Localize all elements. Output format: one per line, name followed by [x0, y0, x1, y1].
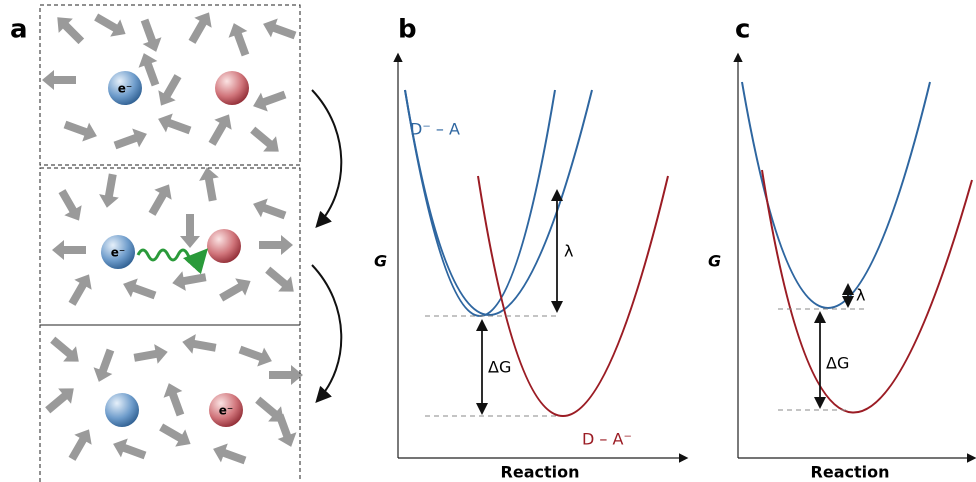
product-curve — [477, 175, 669, 417]
donor — [101, 235, 135, 269]
solvent-dipole — [199, 167, 219, 202]
solvent-dipole — [172, 271, 207, 291]
solvent-dipole — [188, 12, 212, 44]
panel-label: b — [398, 15, 417, 45]
product-curve — [761, 169, 973, 414]
solvent-dipole — [133, 344, 168, 364]
solvent-dipole — [269, 365, 303, 385]
boxes — [39, 4, 301, 482]
solvent-dipole — [158, 113, 192, 135]
solvent-arrows — [42, 12, 303, 465]
solvent-dipole — [253, 90, 287, 112]
axes — [733, 52, 976, 463]
solvent-dipole — [219, 278, 251, 302]
solvent-dipole — [263, 18, 297, 40]
curve-label: D⁻ – A — [410, 120, 460, 139]
step-arrow — [311, 89, 343, 228]
solvent-dipole — [113, 128, 147, 150]
solvent-dipole — [275, 413, 297, 447]
solvent-dipole — [94, 13, 126, 37]
measure-arrows — [814, 283, 854, 409]
transfer-arrow — [136, 248, 209, 275]
lambda-label: λ — [564, 242, 573, 261]
acceptor — [207, 229, 241, 263]
solvent-dipole — [213, 443, 247, 465]
solvent-dipole — [182, 334, 217, 354]
solvent-dipole — [253, 198, 287, 220]
solvent-dipole — [208, 114, 232, 146]
acceptor — [209, 393, 243, 427]
solvent-dipole — [50, 336, 79, 362]
solvent-dipole — [158, 74, 182, 106]
curve-label: D – A⁻ — [582, 430, 632, 449]
electron: e⁻ — [111, 246, 125, 260]
solvent-dipole — [259, 235, 293, 255]
solvent-dipole — [42, 70, 76, 90]
guide-lines — [778, 308, 868, 411]
solvent-dipole — [99, 173, 119, 208]
solvent-dipole — [228, 23, 250, 57]
axes — [393, 52, 689, 463]
solvent-dipole — [68, 274, 92, 306]
solvent-dipole — [93, 348, 115, 382]
acceptor — [215, 71, 249, 105]
y-axis-label: G — [374, 252, 387, 271]
step-arrow — [311, 264, 343, 403]
solvent-dipole — [255, 396, 284, 422]
lambda-label: λ — [856, 286, 865, 305]
solvent-dipole — [58, 189, 82, 221]
reactant-curve — [741, 81, 931, 309]
measure-arrows — [476, 189, 563, 415]
solvent-dipole — [52, 240, 86, 260]
delta-g-label: ΔG — [826, 354, 849, 373]
panel-label: c — [735, 15, 750, 45]
x-axis-label: Reaction — [811, 463, 890, 482]
solvent-dipole — [159, 423, 191, 447]
solvent-dipole — [138, 53, 160, 87]
guide-lines — [425, 315, 560, 417]
solvent-dipole — [250, 126, 279, 152]
solvent-dipole — [148, 184, 172, 216]
donor — [105, 393, 139, 427]
solvent-dipole — [63, 120, 97, 142]
x-axis-label: Reaction — [501, 463, 580, 482]
donor — [108, 71, 142, 105]
solvent-dipole — [113, 438, 147, 460]
delta-g-label: ΔG — [488, 358, 511, 377]
solvent-dipole — [265, 266, 294, 292]
solvent-dipole — [57, 17, 85, 45]
solvent-dipole — [68, 429, 92, 461]
y-axis-label: G — [708, 252, 721, 271]
panel-label: a — [10, 15, 28, 45]
solvent-dipole — [123, 278, 157, 300]
electron: e⁻ — [219, 404, 233, 418]
solvent-dipole — [238, 345, 272, 367]
solvent-dipole — [180, 214, 200, 248]
solvent-dipole — [140, 18, 162, 52]
electron: e⁻ — [118, 82, 132, 96]
solvent-dipole — [163, 383, 185, 417]
solvent-dipole — [45, 388, 74, 414]
